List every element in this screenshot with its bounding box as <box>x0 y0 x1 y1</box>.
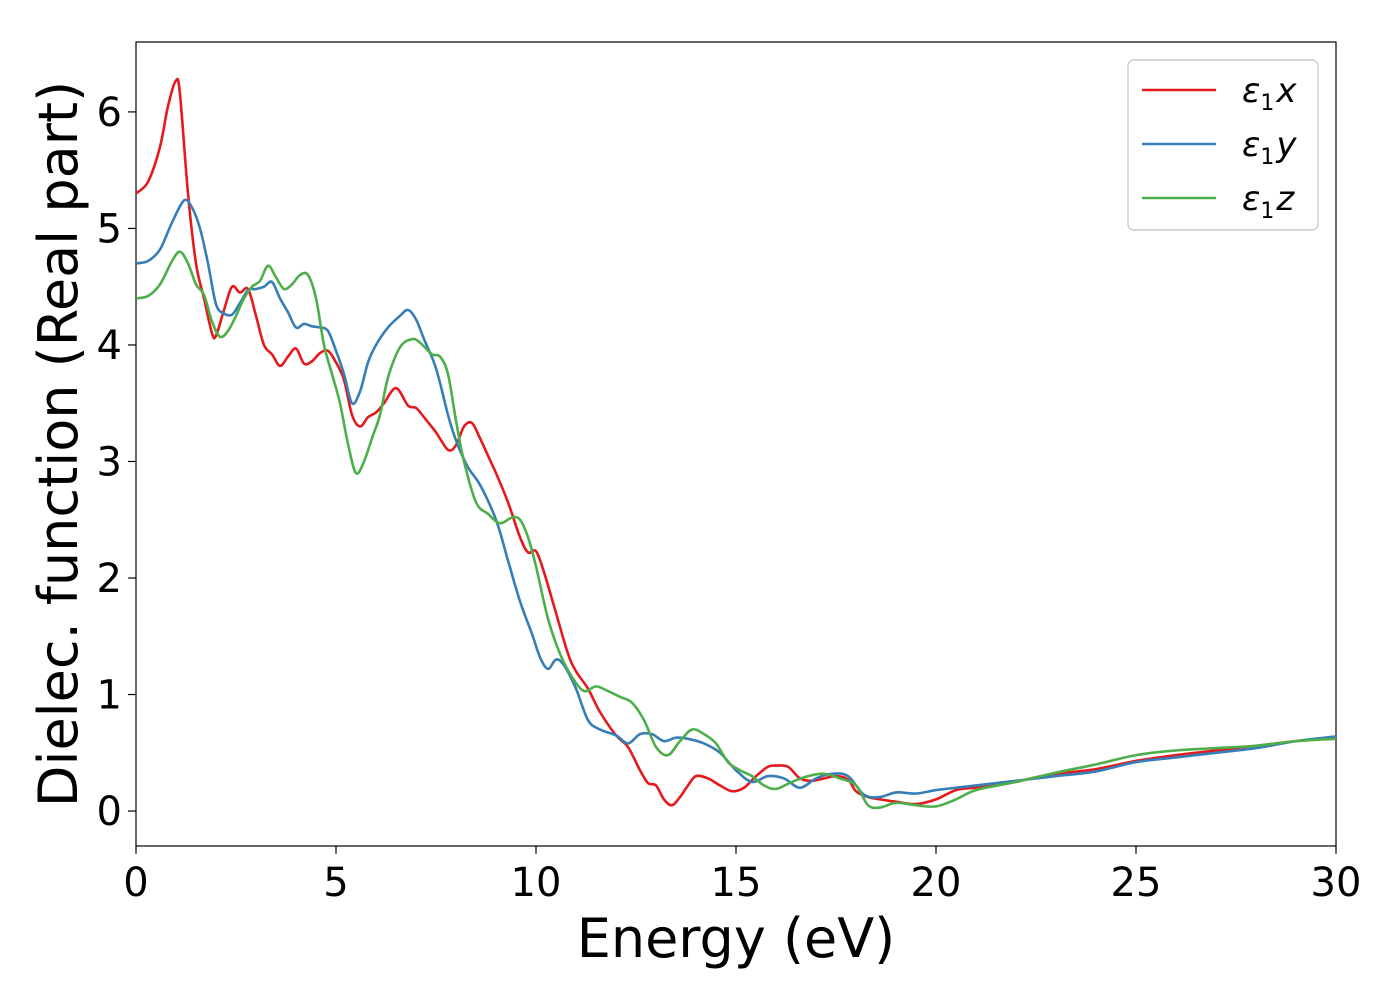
y-tick-label: 2 <box>97 556 122 602</box>
y-tick-label: 4 <box>97 323 122 369</box>
series-y-line <box>135 198 1337 799</box>
y-tick-label: 1 <box>97 673 122 719</box>
series-layer <box>135 77 1337 810</box>
x-tick-label: 5 <box>323 860 348 906</box>
legend-subscript: 1 <box>1260 145 1274 170</box>
y-axis-title: Dielec. function (Real part) <box>27 81 90 807</box>
legend-subscript: 1 <box>1260 91 1274 116</box>
legend-symbol: ε <box>1242 125 1260 165</box>
legend-component: z <box>1275 179 1295 219</box>
x-axis: 0 5 10 15 20 25 30 <box>123 846 1361 906</box>
series-z-legend-label: ε1z <box>1242 179 1295 224</box>
series-y-legend-label: ε1y <box>1242 125 1297 170</box>
x-tick-label: 20 <box>911 860 962 906</box>
x-tick-label: 10 <box>511 860 562 906</box>
legend-box <box>1127 59 1319 231</box>
legend-subscript: 1 <box>1260 199 1274 224</box>
x-tick-label: 15 <box>711 860 762 906</box>
y-tick-label: 0 <box>97 789 122 835</box>
legend-component: x <box>1275 71 1297 111</box>
legend-component: y <box>1275 125 1297 165</box>
y-tick-label: 3 <box>97 439 122 485</box>
x-tick-label: 30 <box>1311 860 1362 906</box>
x-axis-title: Energy (eV) <box>577 907 896 970</box>
y-axis: 0 1 2 3 4 5 6 <box>97 90 136 835</box>
legend-symbol: ε <box>1242 71 1260 111</box>
y-tick-label: 5 <box>97 206 122 252</box>
series-x-line <box>135 77 1337 807</box>
series-x-legend-label: ε1x <box>1242 71 1297 116</box>
legend-symbol: ε <box>1242 179 1260 219</box>
x-tick-label: 25 <box>1111 860 1162 906</box>
x-tick-label: 0 <box>123 860 148 906</box>
y-tick-label: 6 <box>97 90 122 136</box>
series-z-line <box>135 250 1337 810</box>
